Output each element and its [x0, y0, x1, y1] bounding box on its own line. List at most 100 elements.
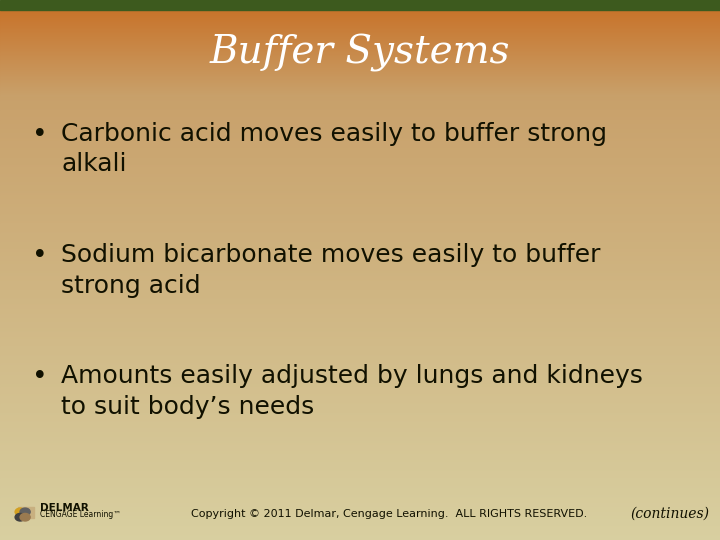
Text: •: •: [32, 243, 48, 269]
Bar: [0, 531, 720, 532]
Bar: [0, 68, 720, 69]
Bar: [0, 38, 720, 39]
Bar: [0, 72, 720, 73]
Bar: [0, 118, 720, 119]
Bar: [0, 37, 720, 38]
Bar: [0, 36, 720, 37]
Bar: [0, 98, 720, 99]
Bar: [0, 62, 720, 63]
Bar: [0, 11, 720, 12]
Bar: [0, 84, 720, 85]
Bar: [0, 15, 720, 16]
Bar: [0, 77, 720, 78]
Bar: [0, 290, 720, 292]
Bar: [0, 490, 720, 491]
Bar: [0, 426, 720, 428]
Bar: [0, 506, 720, 508]
Bar: [0, 416, 720, 418]
Bar: [0, 23, 720, 24]
Bar: [0, 42, 720, 43]
Bar: [0, 79, 720, 80]
Bar: [0, 151, 720, 153]
Bar: [0, 100, 720, 102]
Bar: [0, 385, 720, 387]
Bar: [0, 180, 720, 181]
Bar: [0, 386, 720, 388]
Bar: [0, 422, 720, 423]
Bar: [0, 472, 720, 474]
Bar: [0, 149, 720, 151]
Bar: [0, 141, 720, 143]
Text: Buffer Systems: Buffer Systems: [210, 34, 510, 72]
Bar: [0, 293, 720, 295]
Bar: [0, 77, 720, 78]
Bar: [0, 312, 720, 314]
Bar: [0, 375, 720, 377]
Bar: [0, 52, 720, 53]
Bar: [18, 507, 34, 518]
Bar: [0, 16, 720, 17]
Bar: [0, 154, 720, 156]
Bar: [0, 352, 720, 354]
Bar: [0, 478, 720, 480]
Bar: [0, 91, 720, 92]
Bar: [0, 17, 720, 18]
Bar: [0, 351, 720, 353]
Bar: [0, 18, 720, 19]
Bar: [0, 400, 720, 401]
Bar: [0, 504, 720, 505]
Bar: [0, 121, 720, 123]
Bar: [0, 241, 720, 242]
Bar: [0, 195, 720, 197]
Bar: [0, 372, 720, 374]
Bar: [0, 79, 720, 80]
Bar: [0, 89, 720, 90]
Bar: [0, 63, 720, 64]
Bar: [0, 187, 720, 188]
Bar: [0, 55, 720, 56]
Bar: [0, 460, 720, 461]
Bar: [0, 91, 720, 92]
Bar: [0, 173, 720, 175]
Bar: [0, 38, 720, 39]
Bar: [0, 498, 720, 500]
Bar: [0, 302, 720, 303]
Bar: [0, 484, 720, 485]
Bar: [0, 20, 720, 21]
Bar: [0, 325, 720, 327]
Bar: [0, 60, 720, 61]
Bar: [0, 28, 720, 29]
Bar: [0, 197, 720, 198]
Bar: [0, 69, 720, 70]
Bar: [0, 326, 720, 328]
Bar: [0, 415, 720, 417]
Bar: [0, 454, 720, 456]
Bar: [0, 432, 720, 434]
Bar: [0, 177, 720, 178]
Bar: [0, 268, 720, 269]
Bar: [0, 62, 720, 63]
Bar: [0, 129, 720, 131]
Bar: [0, 424, 720, 426]
Bar: [0, 234, 720, 236]
Bar: [0, 47, 720, 48]
Bar: [0, 303, 720, 305]
Bar: [0, 493, 720, 495]
Bar: [0, 457, 720, 459]
Bar: [0, 44, 720, 45]
Bar: [0, 199, 720, 200]
Bar: [0, 210, 720, 212]
Bar: [0, 261, 720, 262]
Bar: [0, 194, 720, 196]
Bar: [0, 94, 720, 96]
Bar: [0, 188, 720, 190]
Bar: [0, 340, 720, 341]
Bar: [0, 527, 720, 529]
Bar: [0, 25, 720, 26]
Bar: [0, 66, 720, 67]
Bar: [0, 323, 720, 325]
Bar: [0, 356, 720, 358]
Bar: [0, 75, 720, 76]
Bar: [0, 87, 720, 88]
Bar: [0, 94, 720, 95]
